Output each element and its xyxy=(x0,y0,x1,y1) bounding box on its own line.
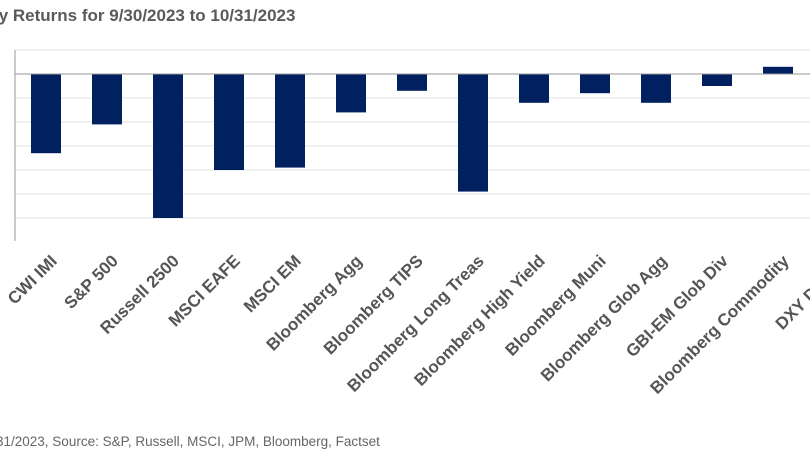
bar-acwi-imi xyxy=(31,74,61,154)
bar-bloomberg-high-yield xyxy=(519,74,549,103)
category-label: CWI IMI xyxy=(4,251,61,308)
bar-msci-eafe xyxy=(214,74,244,170)
bar-bloomberg-tips xyxy=(397,74,427,91)
gridlines xyxy=(15,49,810,219)
bar-msci-em xyxy=(275,74,305,168)
bars xyxy=(31,66,793,218)
category-label: S&P 500 xyxy=(60,251,121,312)
axes xyxy=(14,50,810,241)
category-label: MSCI EM xyxy=(240,251,305,316)
chart-title: ly Returns for 9/30/2023 to 10/31/2023 xyxy=(0,6,296,25)
source-footnote: 31/2023, Source: S&P, Russell, MSCI, JPM… xyxy=(0,434,380,449)
bar-bloomberg-muni xyxy=(580,74,610,94)
bar-bloomberg-glob-agg xyxy=(641,74,671,103)
bar-russell-2500 xyxy=(153,74,183,218)
bar-bloomberg-long-treas xyxy=(458,74,488,192)
bar-gbi-em-glob-div xyxy=(702,74,732,86)
bar-s-p-500 xyxy=(92,74,122,125)
category-label: GBI-EM Glob Div xyxy=(622,251,732,361)
bar-bloomberg-agg xyxy=(336,74,366,113)
bar-bloomberg-commodity xyxy=(763,66,793,74)
